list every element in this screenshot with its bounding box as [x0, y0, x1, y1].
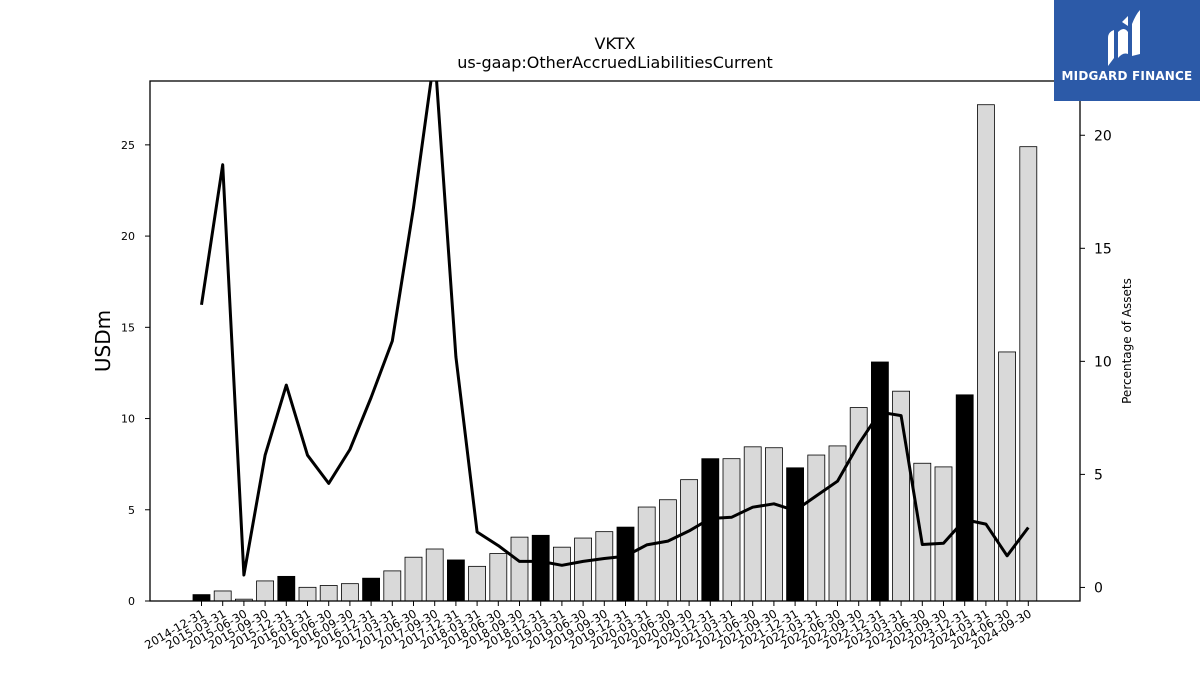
bar-2022-12-31 [871, 361, 889, 602]
bar-2017-06-30 [404, 556, 423, 602]
midgard-logo-icon [1108, 10, 1140, 66]
y-tick-label: 0 [128, 595, 135, 608]
bar-2020-12-31 [701, 458, 720, 602]
bar-2024-09-30 [1019, 146, 1038, 602]
chart-title: VKTX [595, 34, 636, 53]
y-tick-label: 5 [128, 504, 135, 517]
bar-2023-09-30 [934, 466, 953, 602]
bar-2016-03-31 [298, 586, 317, 602]
bar-2018-12-31 [531, 534, 550, 602]
logo: MIDGARD FINANCE [1054, 0, 1200, 101]
y2-tick-label: 0 [1094, 580, 1103, 596]
bar-2015-12-31 [277, 575, 296, 602]
bar-2019-03-31 [553, 546, 571, 602]
y2-tick-label: 15 [1094, 241, 1112, 257]
plot-frame [149, 80, 1081, 602]
bar-2017-12-31 [446, 559, 465, 602]
bar-2023-06-30 [913, 462, 932, 602]
bar-2018-09-30 [510, 536, 529, 602]
chart-subtitle: us-gaap:OtherAccruedLiabilitiesCurrent [457, 53, 773, 72]
y-tick-label: 15 [121, 321, 135, 334]
bar-2021-12-31 [786, 467, 804, 602]
bar-2016-09-30 [340, 583, 359, 602]
bar-2022-03-31 [807, 454, 826, 602]
bar-2023-12-31 [955, 394, 974, 602]
bar-2018-06-30 [489, 553, 508, 602]
plot-area: 0510152025051015202014-12-312015-03-3120… [121, 80, 1112, 652]
bar-2014-12-31 [192, 594, 211, 602]
bar-2019-09-30 [595, 531, 614, 602]
bar-2016-06-30 [319, 585, 338, 602]
bar-2019-06-30 [574, 537, 592, 602]
bar-2019-12-31 [616, 526, 635, 602]
y-tick-label: 10 [121, 413, 135, 426]
bar-2020-03-31 [637, 506, 656, 602]
y-axis-label: USDm [91, 310, 115, 372]
bar-2018-03-31 [468, 565, 487, 602]
logo-text: MIDGARD FINANCE [1061, 69, 1193, 83]
bar-2021-09-30 [765, 447, 783, 602]
bar-2017-09-30 [425, 548, 444, 602]
bar-2020-06-30 [659, 499, 677, 602]
bar-2024-06-30 [998, 351, 1016, 602]
y-tick-label: 20 [121, 230, 135, 243]
y2-tick-label: 10 [1094, 354, 1112, 370]
y-tick-label: 25 [121, 139, 135, 152]
bar-2017-03-31 [383, 570, 402, 602]
bar-2015-03-31 [213, 590, 232, 602]
y2-tick-label: 20 [1094, 128, 1112, 144]
bar-2021-03-31 [722, 458, 741, 602]
percentage-of-assets-line [200, 81, 1030, 577]
y2-tick-label: 5 [1094, 467, 1103, 483]
bar-2015-09-30 [256, 580, 275, 602]
bar-2016-12-31 [362, 577, 381, 602]
bar-2020-09-30 [680, 479, 698, 602]
y2-axis-label: Percentage of Assets [1120, 278, 1134, 404]
bar-2021-06-30 [743, 446, 762, 602]
